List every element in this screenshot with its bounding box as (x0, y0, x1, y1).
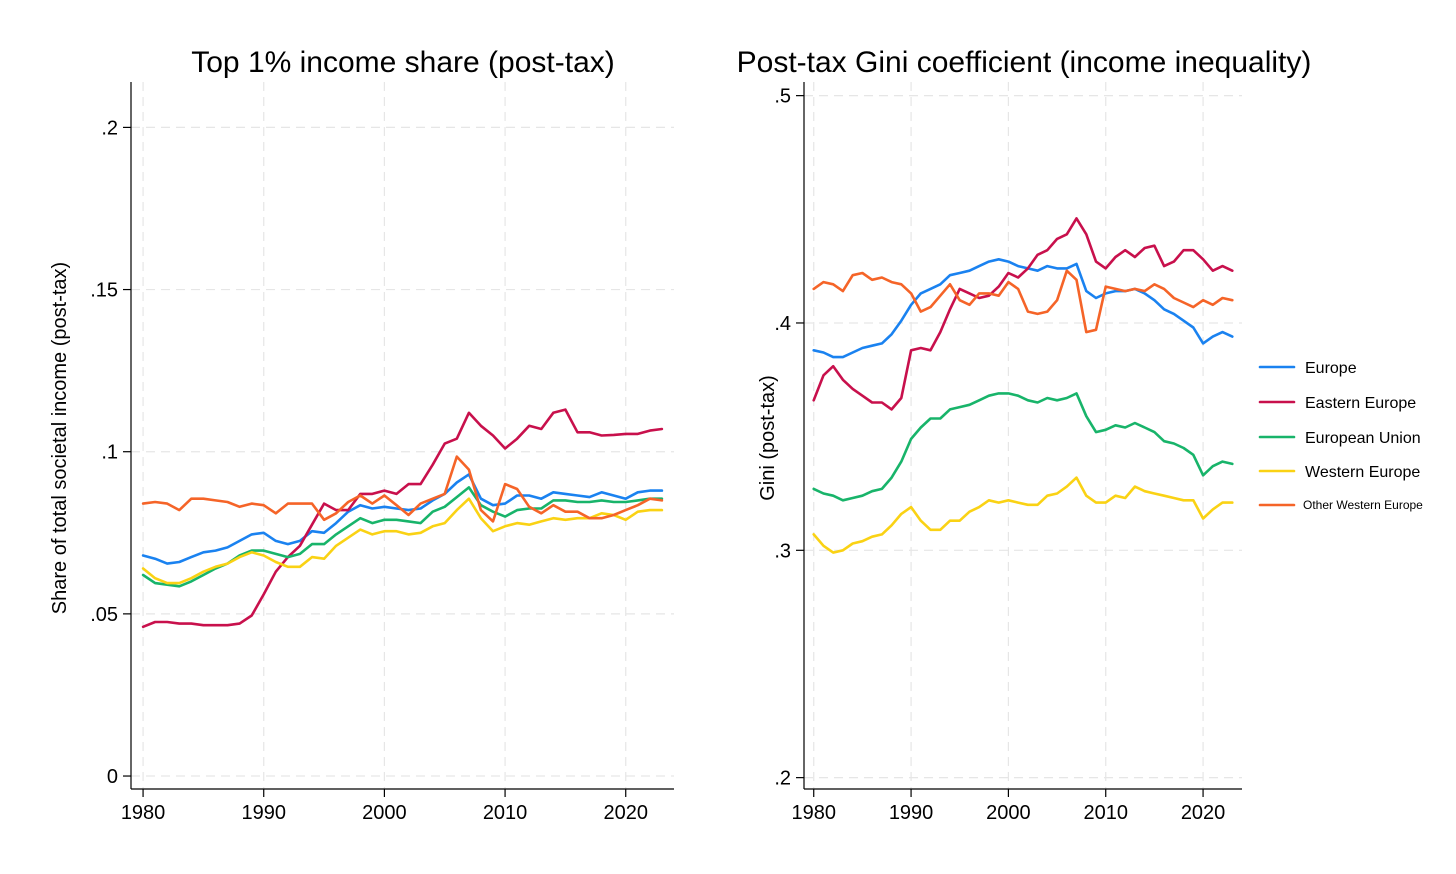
series-line-top1-other-western-europe (141, 455, 664, 523)
chart-top1-income-share: Top 1% income share (post-tax) Share of … (49, 46, 674, 824)
x-tick-label-top1-1980: 1980 (121, 802, 166, 824)
x-tick-label-top1-2000: 2000 (362, 802, 407, 824)
x-tick-label-gini-1990: 1990 (889, 802, 934, 824)
x-tick-label-gini-2000: 2000 (986, 802, 1031, 824)
y-axis-label-gini: Gini (post-tax) (757, 375, 779, 501)
y-tick-label-gini-5: .5 (774, 86, 791, 108)
series-line-gini-western-europe (812, 476, 1234, 554)
chart-gini: Post-tax Gini coefficient (income inequa… (737, 46, 1312, 824)
y-tick-label-gini-4: .4 (774, 313, 791, 335)
y-tick-label-top1-1: .1 (101, 442, 118, 464)
y-tick-label-top1-05: .05 (90, 604, 118, 626)
legend-label-eastern-europe: Eastern Europe (1305, 395, 1416, 412)
x-tick-label-gini-2010: 2010 (1083, 802, 1128, 824)
series-line-top1-western-europe (141, 497, 664, 585)
y-tick-label-gini-2: .2 (774, 768, 791, 790)
y-axis-label-top1: Share of total societal income (post-tax… (49, 262, 71, 614)
x-tick-label-gini-1980: 1980 (791, 802, 836, 824)
y-tick-label-top1-0: 0 (107, 766, 118, 788)
legend-label-europe: Europe (1305, 360, 1357, 377)
series-line-top1-eastern-europe (141, 408, 664, 629)
series-line-gini-other-western-europe (812, 269, 1234, 334)
y-tick-label-top1-15: .15 (90, 280, 118, 302)
x-tick-label-gini-2020: 2020 (1181, 802, 1226, 824)
legend-label-european-union: European Union (1305, 430, 1421, 447)
y-tick-label-top1-2: .2 (101, 117, 118, 139)
legend-label-other-western-europe: Other Western Europe (1303, 498, 1423, 512)
y-tick-label-gini-3: .3 (774, 540, 791, 562)
x-tick-label-top1-2010: 2010 (483, 802, 528, 824)
x-tick-label-top1-1990: 1990 (241, 802, 286, 824)
legend-label-western-europe: Western Europe (1305, 464, 1420, 481)
legend: Europe Eastern Europe European Union Wes… (1258, 360, 1423, 512)
series-line-gini-eastern-europe (812, 217, 1234, 411)
series-line-gini-european-union (812, 392, 1234, 502)
chart-title-top1: Top 1% income share (post-tax) (191, 46, 615, 79)
chart-title-gini: Post-tax Gini coefficient (income inequa… (737, 46, 1312, 79)
series-line-gini-europe (812, 257, 1234, 359)
x-tick-label-top1-2020: 2020 (603, 802, 648, 824)
